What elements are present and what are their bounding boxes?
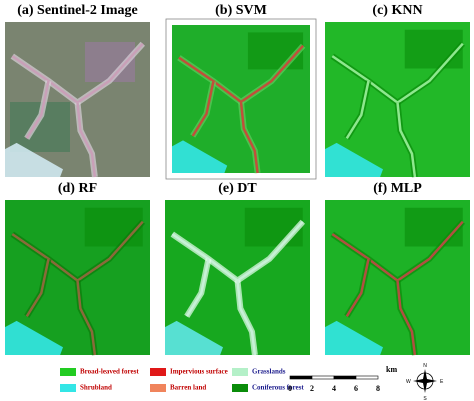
scale-segment [333,375,357,380]
panel-title: (a) Sentinel-2 Image [17,3,138,18]
map-image [5,22,150,178]
water-body [325,142,383,177]
water-body [325,320,383,355]
panel-frame [165,18,317,180]
river-network [396,280,417,356]
compass-s: S [423,396,427,401]
legend-label: Impervious surface [170,368,228,376]
legend-label: Shrubland [80,384,112,392]
river-network [345,80,370,139]
scale-label: 8 [376,384,380,393]
legend-label: Coniferous forest [252,384,304,392]
legend-swatch [60,384,76,392]
water-body [165,320,223,355]
river-network [76,102,97,178]
panel-title: (c) KNN [372,3,422,18]
scale-label: 6 [354,384,358,393]
legend-label: Barren land [170,384,206,392]
water-body [172,140,228,173]
river-network [236,280,257,356]
water-body [5,320,63,355]
river-network [191,80,215,137]
scale-unit: km [386,365,397,374]
map-image [325,200,470,356]
forest-patch [244,207,303,247]
river-network [185,258,210,317]
forest-patch [404,29,463,69]
map-image [5,200,150,356]
forest-patch [247,32,304,70]
compass-n: N [423,363,427,369]
panel-title: (b) SVM [215,3,267,18]
river-network [239,101,259,174]
legend-swatch [232,384,248,392]
forest-patch [404,207,463,247]
panel-title: (f) MLP [373,181,422,196]
map-image [325,22,470,178]
compass-w: W [406,379,411,385]
river-network [76,280,97,356]
scale-label: 0 [288,384,292,393]
panel-title: (d) RF [58,181,97,196]
scale-label: 4 [332,384,336,393]
panel-title: (e) DT [218,181,257,196]
legend-swatch [60,368,76,376]
forest-patch [84,207,143,247]
legend-swatch [150,384,166,392]
map-image [172,25,310,174]
scale-segment [311,375,335,380]
compass-star [413,369,437,393]
water-body [5,142,63,177]
scale-label: 2 [310,384,314,393]
legend-label: Grasslands [252,368,286,376]
river-network [25,80,50,139]
scale-segment [355,375,379,380]
legend-label: Broad-leaved forest [80,368,139,376]
map-image [165,200,310,356]
compass-e: E [440,379,444,385]
river-network [396,102,417,178]
river-network [345,258,370,317]
legend-swatch [150,368,166,376]
legend-swatch [232,368,248,376]
river-network [25,258,50,317]
scale-segment [289,375,313,380]
